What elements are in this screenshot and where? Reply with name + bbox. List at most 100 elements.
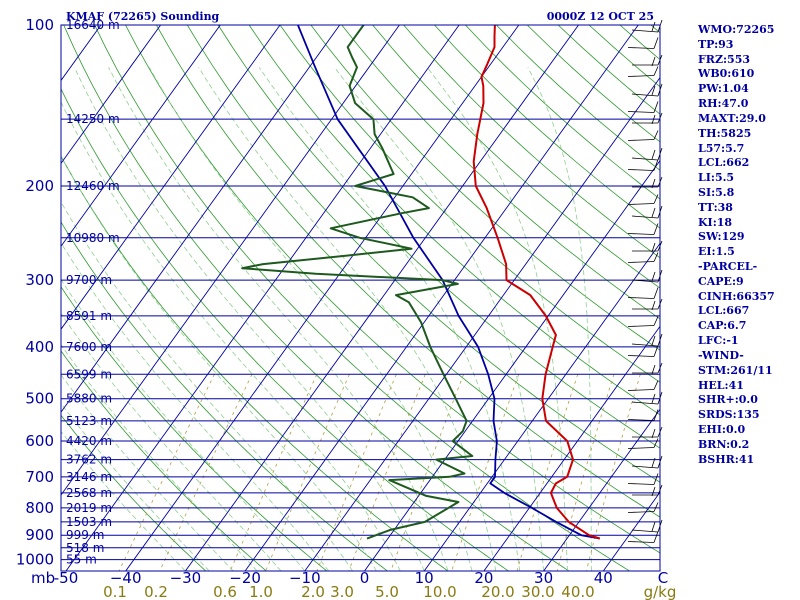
temperature-tick-label: 0 (360, 569, 370, 587)
moist-adiabat (61, 154, 377, 571)
pressure-unit-label: mb (31, 569, 55, 587)
sounding-index: EHI:0.0 (698, 422, 746, 436)
wind-barb (632, 298, 663, 311)
mixing-ratio-tick-label: 10.0 (423, 583, 456, 600)
height-label: 4420 m (66, 434, 112, 448)
moist-adiabat (61, 402, 210, 571)
pressure-tick-label: 100 (25, 16, 54, 34)
height-label: 2568 m (66, 486, 112, 500)
dry-adiabat (61, 286, 328, 571)
isotherm (61, 25, 281, 330)
sounding-index: -WIND- (698, 348, 744, 362)
dry-adiabat (61, 155, 449, 571)
dry-adiabat (61, 350, 267, 571)
mixing-ratio-line (159, 374, 253, 571)
dry-adiabat (341, 25, 660, 320)
sounding-index: EI:1.5 (698, 245, 735, 259)
wind-barb (627, 66, 659, 77)
wind-barb (631, 391, 663, 405)
dry-adiabat (403, 25, 660, 259)
sounding-index: LFC:-1 (698, 334, 739, 348)
isotherm (125, 25, 520, 571)
mixing-ratio-tick-label: g/kg (644, 583, 677, 600)
moist-adiabat (148, 67, 473, 571)
pressure-tick-label: 300 (25, 271, 54, 289)
moist-adiabat (258, 67, 521, 571)
dry-adiabat (186, 25, 660, 483)
height-label: 3762 m (66, 453, 112, 467)
mixing-ratio-tick-label: 20.0 (481, 583, 514, 600)
isotherm (185, 25, 579, 571)
wind-barb (627, 380, 659, 391)
isotherm (364, 159, 660, 571)
dry-adiabat (61, 88, 509, 571)
mixing-ratio-tick-label: 0.6 (213, 583, 237, 600)
wind-barb (627, 194, 659, 205)
dry-adiabat (94, 25, 630, 571)
wind-barb (627, 345, 659, 357)
height-label: 7600 m (66, 340, 112, 354)
sounding-index: HEL:41 (698, 378, 744, 392)
height-label: 9700 m (66, 273, 112, 287)
sounding-index: CAP:6.7 (698, 319, 747, 333)
wind-barb (627, 37, 659, 49)
wind-barb (631, 83, 663, 97)
moist-adiabat (61, 242, 330, 571)
height-label: 14250 m (66, 112, 120, 126)
dry-adiabat (156, 25, 660, 518)
temperature-axis-labels: -50 −40 −30 −20 −10 0 10 20 30 40 C (54, 569, 668, 587)
isotherm (65, 25, 460, 571)
mixing-ratio-tick-label: 3.0 (330, 583, 354, 600)
wind-barb (627, 101, 659, 113)
wind-barb (632, 484, 663, 497)
mixing-ratio-tick-label: 30.0 (521, 583, 554, 600)
dry-adiabat (61, 414, 207, 571)
mixing-ratio-labels: 0.1 0.2 0.6 1.0 2.0 3.0 5.0 10.0 20.0 30.0 40.0 g/k… (103, 583, 676, 600)
height-label: 1503 m (66, 515, 112, 529)
dry-adiabat (248, 25, 660, 416)
dry-adiabat (63, 25, 570, 571)
wind-barb (631, 147, 663, 161)
isotherm (423, 242, 660, 571)
height-label: 12460 m (66, 179, 120, 193)
sounding-index: -PARCEL- (698, 260, 758, 273)
height-label: 3146 m (66, 470, 112, 484)
wind-barb (632, 112, 663, 125)
moist-adiabat (61, 312, 282, 571)
mixing-ratio-tick-label: 1.0 (249, 583, 273, 600)
sounding-index: SHR+:0.0 (698, 393, 758, 407)
mixing-ratio-line (390, 374, 464, 571)
moist-adiabat (108, 67, 449, 571)
wind-barb (627, 159, 659, 171)
sounding-index: RH:47.0 (698, 97, 749, 111)
sounding-index: MAXT:29.0 (698, 111, 766, 125)
sounding-index: TP:93 (698, 37, 734, 51)
height-label: 16640 m (66, 18, 120, 32)
wind-barb (627, 473, 659, 485)
sounding-index: CAPE:9 (698, 274, 744, 288)
pressure-tick-label: 400 (25, 338, 54, 356)
dry-adiabat (279, 25, 660, 383)
pressure-tick-label: 500 (25, 390, 54, 408)
pressure-tick-label: 1000 (16, 551, 54, 569)
temperature-tick-label: −40 (110, 569, 142, 587)
wind-barb (627, 316, 659, 327)
dry-adiabat (310, 25, 660, 351)
sounding-index: SRDS:135 (698, 408, 760, 422)
wind-barb (631, 205, 663, 219)
pressure-axis-labels: 100 200 300 400 500 600 700 800 900 1000 (16, 16, 54, 569)
mixing-ratio-tick-label: 0.1 (103, 583, 127, 600)
moist-adiabat (61, 344, 258, 571)
isotherm (61, 25, 221, 248)
temperature-tick-label: 10 (415, 569, 434, 587)
dry-adiabat (125, 25, 660, 554)
isotherm (61, 25, 161, 165)
sounding-index: WB0:610 (698, 67, 755, 81)
sounding-index: L57:5.7 (698, 141, 745, 155)
sounding-index: TH:5825 (698, 126, 752, 140)
pressure-tick-label: 700 (25, 468, 54, 486)
temperature-tick-label: 30 (534, 569, 553, 587)
height-label: 518 m (66, 541, 104, 555)
valid-time: 0000Z 12 OCT 25 (547, 10, 654, 23)
